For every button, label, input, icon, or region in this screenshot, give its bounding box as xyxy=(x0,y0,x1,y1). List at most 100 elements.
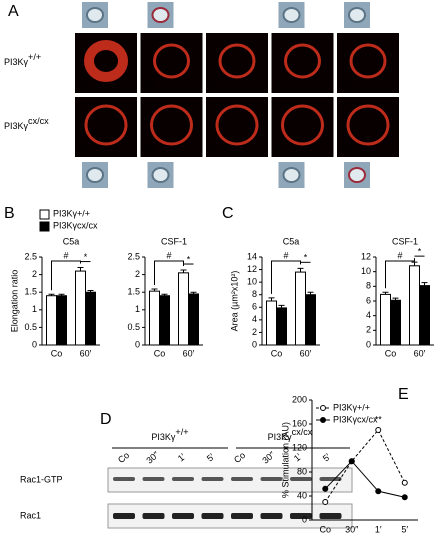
panel-label: E xyxy=(398,386,409,403)
annotation: ** xyxy=(375,414,383,424)
genotype-base: PI3Kγ xyxy=(268,432,293,442)
genotype-sup: +/+ xyxy=(175,427,188,437)
y-tick-label: 14 xyxy=(247,251,257,261)
genotype-base: PI3Kγ xyxy=(151,432,176,442)
y-tick-label: 4 xyxy=(252,314,257,324)
legend-label: PI3Kγ+/+ xyxy=(53,208,90,218)
cell-outline xyxy=(215,104,259,146)
y-tick-label: 0 xyxy=(302,514,307,524)
error-bar xyxy=(161,293,168,296)
band xyxy=(142,513,165,519)
timepoint-label: 1′ xyxy=(209,79,216,89)
x-tick-label: 1′ xyxy=(375,524,382,534)
x-tick-label: 60′ xyxy=(300,348,312,358)
legend-label: PI3Kγ+/+ xyxy=(333,402,370,412)
cell-outline xyxy=(349,43,387,79)
band xyxy=(319,477,342,481)
bar xyxy=(409,265,420,346)
panel-label: A xyxy=(8,3,19,20)
band xyxy=(172,513,194,519)
thumbnail-cell xyxy=(282,7,301,23)
blot-row-label: Rac1-GTP xyxy=(20,474,63,484)
bar xyxy=(266,300,277,346)
y-tick-label: 0 xyxy=(32,339,37,349)
band xyxy=(201,513,224,519)
thumbnail-cell xyxy=(86,7,104,23)
annotation: * xyxy=(304,253,308,263)
error-bar xyxy=(190,291,197,294)
x-tick-label: Co xyxy=(271,348,283,358)
error-bar xyxy=(87,289,94,293)
band xyxy=(260,513,283,519)
x-tick-label: 60′ xyxy=(80,348,92,358)
band xyxy=(113,513,135,519)
legend-label: PI3Kγcx/cx xyxy=(53,220,98,230)
bar xyxy=(178,272,189,346)
y-axis-label: Area (µm²x10²) xyxy=(229,271,239,332)
annotation: # xyxy=(166,250,171,260)
band xyxy=(142,477,165,481)
band xyxy=(290,513,312,519)
bar xyxy=(75,270,86,346)
bar xyxy=(419,285,430,346)
lane-label: Co xyxy=(116,450,131,465)
band xyxy=(231,513,253,519)
x-tick-label: Co xyxy=(51,348,63,358)
y-tick-label: 120 xyxy=(292,442,307,452)
legend-swatch xyxy=(39,221,50,232)
marker xyxy=(322,485,329,492)
y-tick-label: 2.5 xyxy=(127,251,140,261)
panel-label: C xyxy=(222,205,234,222)
x-tick-label: Co xyxy=(385,348,397,358)
cell-outline xyxy=(281,104,324,146)
panel-label: D xyxy=(100,411,112,428)
genotype-base: PI3Kγ xyxy=(4,57,29,67)
cell-outline xyxy=(284,43,321,79)
band xyxy=(231,477,253,481)
error-bar xyxy=(58,293,65,296)
error-bar xyxy=(411,261,418,266)
genotype-sup: +/+ xyxy=(28,52,41,62)
error-bar xyxy=(307,291,314,295)
micrograph xyxy=(337,33,399,93)
genotype-label: PI3Kγcx/cx xyxy=(4,116,49,131)
bar xyxy=(149,290,160,346)
y-tick-label: 1.5 xyxy=(24,287,37,297)
x-tick-label: Co xyxy=(319,524,331,534)
bar xyxy=(305,294,316,346)
y-tick-label: 160 xyxy=(292,418,307,428)
genotype-sup: cx/cx xyxy=(292,427,313,437)
x-tick-label: 60′ xyxy=(183,348,195,358)
genotype-label: PI3Kγ+/+ xyxy=(4,52,41,67)
bar xyxy=(159,295,170,346)
y-tick-label: 1.5 xyxy=(127,287,140,297)
genotype-sup: cx/cx xyxy=(28,116,49,126)
annotation: * xyxy=(418,247,422,257)
bracket xyxy=(385,258,415,289)
legend-swatch xyxy=(39,209,50,220)
y-axis-label: Elongation ratio xyxy=(9,270,19,333)
marker xyxy=(401,479,408,486)
marker xyxy=(375,488,382,495)
cell-outline xyxy=(346,104,390,146)
bar xyxy=(85,291,96,346)
annotation: # xyxy=(397,250,402,260)
thumbnail-cell xyxy=(282,167,301,183)
timepoint-label: 5′ xyxy=(275,79,282,89)
thumbnail-cell xyxy=(86,167,104,183)
error-bar xyxy=(48,293,55,296)
band xyxy=(319,513,342,519)
error-bar xyxy=(421,282,428,286)
timepoint-label: 30″ xyxy=(144,79,158,89)
y-tick-label: 200 xyxy=(292,394,307,404)
timepoint-label: 1′ xyxy=(209,143,216,153)
thumbnail-cell xyxy=(151,7,170,23)
y-tick-label: 6 xyxy=(366,295,371,305)
genotype-label: PI3Kγ+/+ xyxy=(151,427,188,442)
y-tick-label: 1 xyxy=(135,304,140,314)
timepoint-label: 5′ xyxy=(275,143,282,153)
lane-label: 5′ xyxy=(321,451,333,463)
micrograph xyxy=(140,33,203,93)
band xyxy=(113,477,135,481)
